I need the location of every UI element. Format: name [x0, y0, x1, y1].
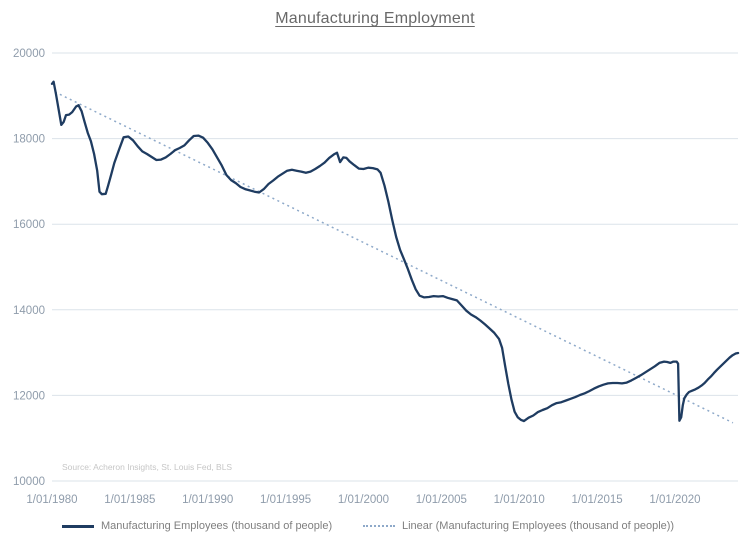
- legend-item-employees: Manufacturing Employees (thousand of peo…: [62, 517, 332, 535]
- x-axis-tick-label: 1/01/2015: [572, 494, 623, 506]
- source-note: Source: Acheron Insights, St. Louis Fed,…: [62, 462, 233, 472]
- legend-label-linear-trend: Linear (Manufacturing Employees (thousan…: [402, 520, 675, 532]
- employment-series-line: [50, 80, 740, 423]
- solid-line-swatch-icon: [62, 524, 94, 528]
- x-axis-tick-label: 1/01/2005: [416, 494, 467, 506]
- x-axis-tick-label: 1/01/1980: [26, 494, 77, 506]
- x-axis-tick-label: 1/01/1990: [182, 494, 233, 506]
- y-axis-tick-label: 12000: [13, 390, 45, 402]
- x-axis-tick-label: 1/01/2010: [494, 494, 545, 506]
- x-axis-tick-label: 1/01/2000: [338, 494, 389, 506]
- legend-item-linear-trend: Linear (Manufacturing Employees (thousan…: [363, 517, 674, 535]
- y-axis-tick-label: 14000: [13, 305, 45, 317]
- linear-trend-line: [54, 91, 734, 424]
- y-axis-tick-label: 20000: [13, 48, 45, 60]
- chart-title: Manufacturing Employment: [275, 10, 475, 27]
- x-axis-tick-label: 1/01/1985: [104, 494, 155, 506]
- dotted-line-swatch-icon: [363, 525, 395, 527]
- chart-legend: Manufacturing Employees (thousand of peo…: [0, 517, 750, 537]
- y-axis-tick-label: 18000: [13, 134, 45, 146]
- x-axis-tick-label: 1/01/2020: [649, 494, 700, 506]
- y-axis-tick-label: 16000: [13, 219, 45, 231]
- legend-label-employees: Manufacturing Employees (thousand of peo…: [101, 520, 333, 532]
- y-axis-tick-label: 10000: [13, 476, 45, 488]
- x-axis-tick-label: 1/01/1995: [260, 494, 311, 506]
